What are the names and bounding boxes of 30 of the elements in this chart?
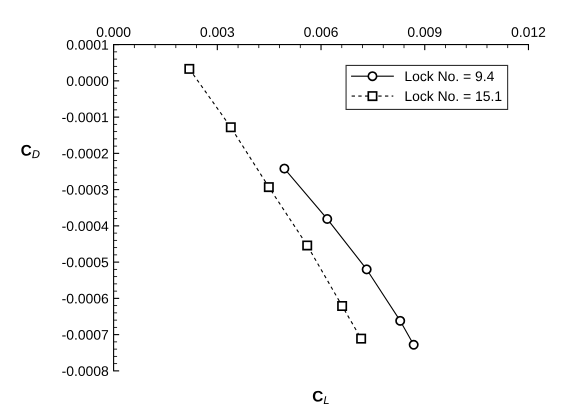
legend-label: Lock No. = 15.1: [406, 90, 502, 102]
x-tick-label: 0.006: [304, 27, 338, 37]
point: [395, 316, 406, 326]
y-tick-label: -0.0004: [62, 221, 108, 232]
x-axis-title: C$_{L}$: [312, 390, 329, 404]
y-tick-label: -0.0005: [62, 257, 108, 268]
x-tick-label: 0.009: [408, 27, 442, 37]
point: [322, 214, 332, 224]
y-tick-label: -0.0008: [62, 366, 108, 376]
point: [337, 300, 348, 311]
legend-label: Lock No. = 9.4: [406, 70, 494, 82]
point: [356, 334, 366, 344]
point: [226, 122, 236, 132]
point: [264, 182, 274, 192]
y-tick-label: -0.0002: [62, 148, 108, 159]
point: [279, 164, 290, 174]
y-tick-label: -0.0003: [62, 184, 108, 195]
point: [184, 64, 194, 74]
point: [408, 340, 419, 350]
y-tick-label: -0.0007: [62, 330, 108, 340]
point: [362, 264, 372, 274]
x-tick-label: 0.000: [96, 27, 130, 37]
y-tick-label: -0.0001: [62, 112, 108, 122]
point: [302, 240, 312, 250]
y-axis-title: C$_{D}$: [21, 144, 40, 158]
y-tick-label: -0.0006: [62, 294, 108, 304]
x-tick-label: 0.003: [200, 27, 234, 37]
y-tick-label: 0.0000: [66, 76, 108, 86]
y-tick-label: 0.0001: [66, 40, 108, 50]
x-tick-label: 0.012: [512, 27, 546, 37]
